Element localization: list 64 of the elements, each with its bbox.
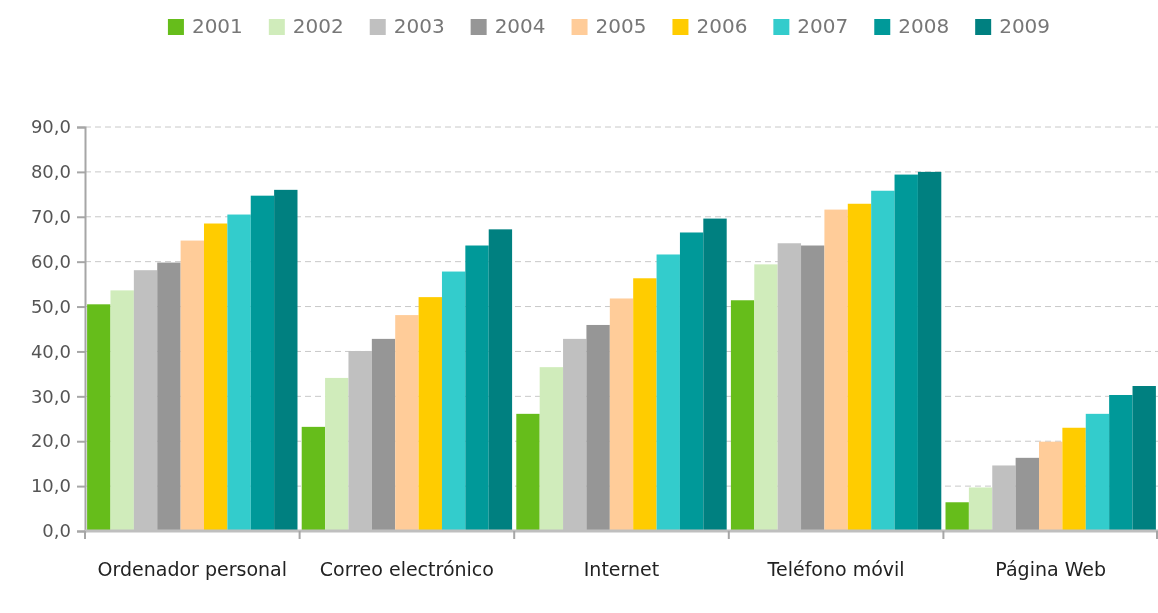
x-tick-label: Ordenador personal [97,558,288,580]
bar [968,487,993,531]
bar [465,245,489,531]
x-tick-label: Página Web [995,558,1107,580]
y-tick-label: 80,0 [30,161,71,183]
bar [250,195,275,531]
bar [157,262,181,531]
bar [1015,457,1040,531]
bar [586,324,610,531]
bar [488,229,513,531]
y-tick-label: 90,0 [30,116,71,138]
y-tick-label: 30,0 [30,385,71,407]
legend-label: 2004 [494,14,546,38]
legend-label: 2007 [797,14,849,38]
bar [274,189,298,531]
x-tick-label: Correo electrónico [319,558,494,580]
bar [395,315,419,531]
bar [110,290,134,531]
bar [516,413,540,531]
bar [917,171,942,531]
bar [1109,394,1133,531]
bar [754,264,778,531]
bar [730,300,755,531]
bar [679,232,704,531]
y-tick-label: 40,0 [30,340,71,362]
y-tick-label: 50,0 [30,295,71,317]
bar [703,218,727,531]
legend-label: 2008 [898,14,950,38]
bar [371,338,396,531]
bar [180,240,204,531]
legend-label: 2009 [999,14,1051,38]
bar [87,304,111,531]
bar [539,367,564,531]
bar [203,223,228,531]
x-tick-label: Internet [583,558,660,580]
bar [801,245,825,531]
bar [894,174,918,531]
bar [609,298,634,531]
legend-label: 2006 [696,14,748,38]
bar [847,203,872,531]
legend-label: 2001 [191,14,243,38]
bar [325,377,349,531]
bar [1132,386,1156,531]
bar [633,278,657,531]
legend-label: 2003 [393,14,445,38]
bar [945,502,969,531]
bar [301,426,326,531]
bar [871,190,895,531]
bar [824,209,848,531]
y-tick-label: 0,0 [42,520,71,542]
y-tick-label: 70,0 [30,206,71,228]
bar [1039,441,1063,531]
bar [1085,413,1110,531]
y-tick-label: 20,0 [30,430,71,452]
bar [227,214,251,531]
bar [1062,427,1086,531]
legend-label: 2002 [292,14,344,38]
y-tick-label: 10,0 [30,475,71,497]
bar [441,271,466,531]
legend-label: 2005 [595,14,647,38]
y-tick-label: 60,0 [30,250,71,272]
bar [418,297,442,531]
bar [656,254,680,531]
x-tick-label: Teléfono móvil [766,558,905,580]
